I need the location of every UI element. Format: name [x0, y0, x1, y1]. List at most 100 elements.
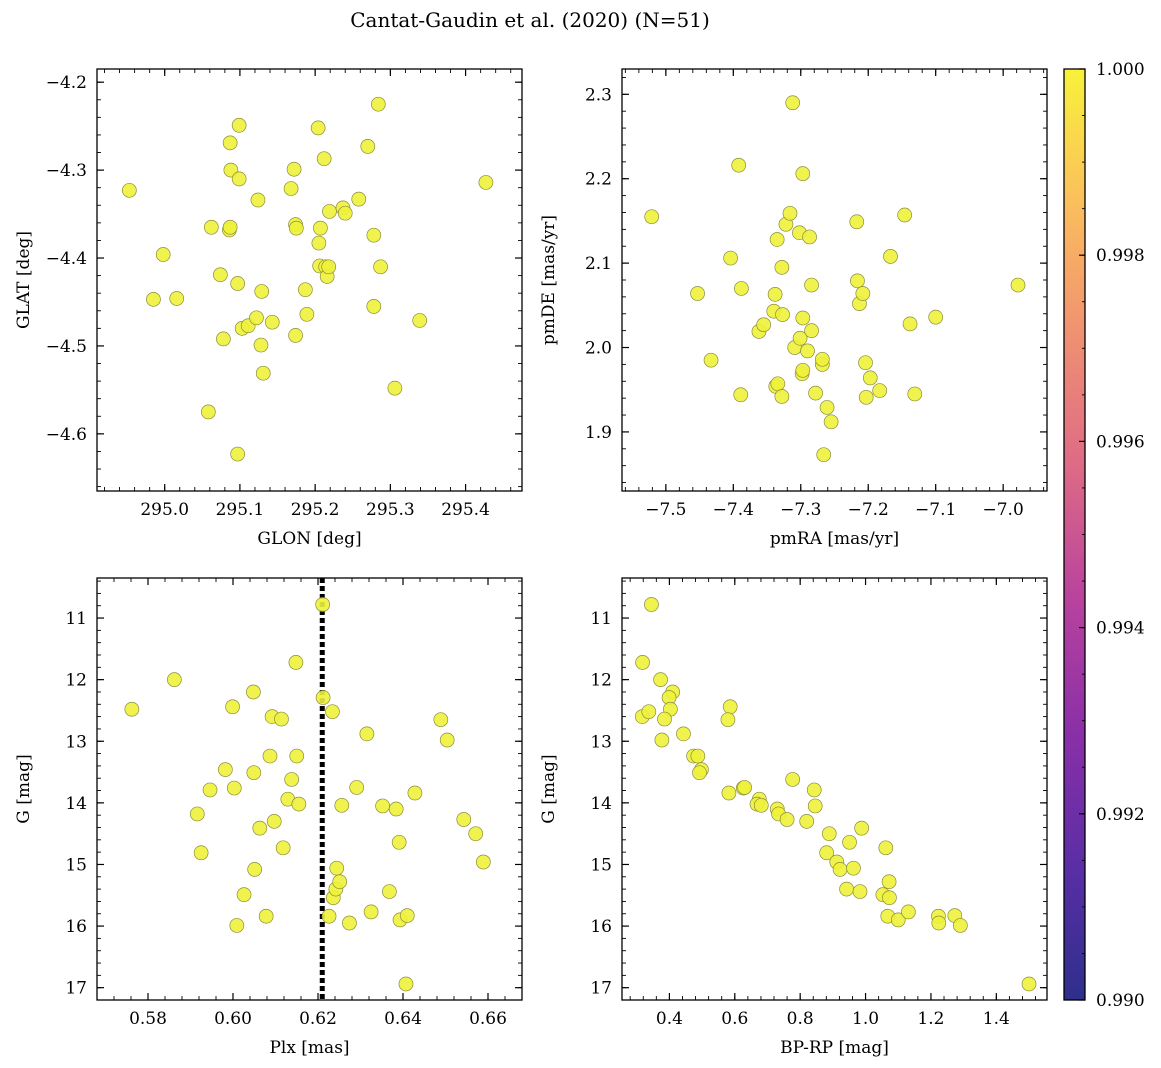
scatter-point [299, 306, 315, 322]
scatter-point [931, 915, 947, 931]
scatter-point [342, 915, 357, 931]
scatter-point [313, 220, 328, 236]
x-tick-label: −7.5 [645, 500, 686, 520]
scatter-point [821, 826, 837, 842]
scatter-point [202, 782, 218, 798]
points [634, 597, 1037, 992]
scatter-point [146, 291, 161, 307]
scatter-point [439, 732, 455, 748]
x-tick-label: 295.4 [441, 500, 490, 520]
scatter-point [124, 701, 140, 717]
scatter-point [359, 726, 375, 742]
scatter-point [289, 748, 305, 764]
scatter-point [291, 796, 307, 812]
scatter-point [785, 95, 801, 111]
points [644, 95, 1026, 463]
scatter-point [641, 704, 657, 720]
x-tick-label: 0.8 [787, 1009, 814, 1029]
scatter-point [779, 812, 795, 827]
scatter-point [262, 748, 278, 764]
scatter-point [721, 785, 737, 801]
scatter-point [475, 854, 491, 870]
scatter-point [387, 380, 403, 396]
scatter-point [792, 330, 808, 346]
scatter-point [862, 370, 878, 386]
scatter-point [890, 912, 906, 928]
scatter-point [953, 918, 968, 933]
scatter-point [795, 362, 811, 378]
y-tick-label: −4.4 [46, 249, 87, 269]
colorbar-tick-label: 0.990 [1096, 991, 1145, 1011]
figure-title: Cantat-Gaudin et al. (2020) (N=51) [350, 8, 710, 32]
y-tick-label: 17 [65, 979, 87, 999]
scatter-point [806, 782, 822, 798]
scatter-point [832, 862, 848, 877]
scatter-point [676, 726, 691, 742]
panel-pmra-pmde: −7.5 −7.4 −7.3 −7.2 −7.1 −7.0 1.9 2.0 2.1 2.2 2.3 p… [539, 68, 1048, 549]
scatter-point [858, 389, 874, 405]
scatter-point [274, 711, 289, 727]
y-tick-label: −4.3 [46, 161, 87, 181]
y-tick-label: 11 [65, 609, 87, 629]
scatter-point [315, 690, 331, 705]
scatter-point [823, 414, 839, 430]
y-tick-label: 17 [590, 979, 612, 999]
scatter-point [246, 684, 261, 700]
scatter-point [216, 331, 231, 347]
scatter-point [842, 834, 857, 850]
scatter-point [213, 267, 228, 283]
x-axis-label: GLON [deg] [257, 529, 361, 549]
y-axis-label: GLAT [deg] [14, 231, 34, 329]
x-tick-label: 1.2 [917, 1009, 944, 1029]
scatter-point [782, 205, 798, 221]
scatter-point [407, 785, 423, 801]
scatter-point [1021, 976, 1037, 992]
x-tick-label: 0.58 [129, 1009, 167, 1029]
x-tick-label: −7.0 [983, 500, 1024, 520]
scatter-point [231, 117, 247, 133]
colorbar-tick-label: 0.996 [1096, 432, 1145, 452]
scatter-point [774, 389, 790, 404]
scatter-point [337, 205, 353, 221]
y-tick-label: 11 [590, 609, 612, 629]
x-tick-label: 1.0 [852, 1009, 879, 1029]
colorbar: 0.990 0.992 0.994 0.996 0.998 1.000 [1063, 60, 1145, 1011]
scatter-point [850, 273, 865, 289]
colorbar-tick-label: 0.992 [1096, 805, 1145, 825]
scatter-point [222, 135, 238, 151]
y-tick-label: −4.2 [46, 73, 87, 93]
y-tick-label: 16 [65, 917, 87, 937]
axes-frame [96, 68, 523, 492]
scatter-point [399, 908, 415, 923]
x-tick-label: 0.60 [214, 1009, 252, 1029]
x-tick-label: 295.1 [216, 500, 265, 520]
scatter-point [225, 699, 240, 715]
scatter-point [644, 209, 660, 225]
scatter-point [254, 284, 270, 299]
scatter-point [230, 446, 246, 462]
y-tick-label: 2.1 [585, 254, 612, 274]
scatter-point [325, 704, 340, 720]
scatter-point [315, 597, 331, 612]
x-tick-label: 295.2 [291, 500, 340, 520]
scatter-point [275, 840, 291, 856]
x-tick-label: −7.4 [713, 500, 754, 520]
y-axis-label: G [mag] [14, 754, 34, 823]
scatter-point [189, 806, 205, 822]
scatter-point [734, 281, 749, 296]
scatter-point [785, 772, 801, 787]
x-axis-label: pmRA [mas/yr] [770, 529, 899, 549]
scatter-point [852, 884, 868, 899]
panel-plx-g: 0.58 0.60 0.62 0.64 0.66 11 12 13 14 15 16 17 Plx [m… [14, 577, 523, 1058]
axes-frame [621, 577, 1048, 1001]
scatter-point [690, 286, 705, 301]
scatter-point [690, 748, 706, 764]
scatter-point [635, 655, 650, 670]
scatter-point [288, 655, 304, 670]
scatter-point [231, 171, 247, 187]
scatter-point [200, 404, 216, 420]
scatter-point [720, 712, 736, 728]
scatter-point [311, 235, 327, 251]
y-axis-label: pmDE [mas/yr] [539, 215, 559, 345]
scatter-point [478, 175, 494, 190]
